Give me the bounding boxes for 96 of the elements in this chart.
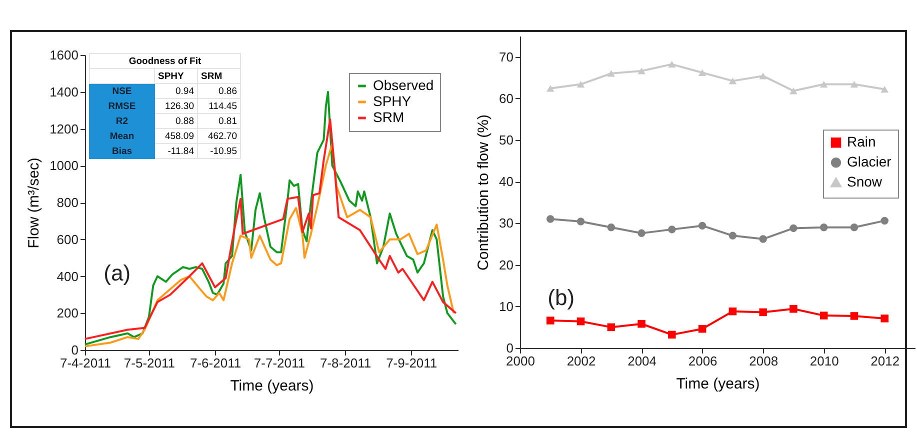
annotation: -11.84 bbox=[154, 144, 198, 158]
point bbox=[790, 88, 798, 94]
annotation: (b) bbox=[548, 285, 575, 310]
annotation: RMSE bbox=[90, 98, 154, 114]
y-tick-label: 400 bbox=[56, 268, 78, 284]
y-tick-label: 200 bbox=[56, 306, 78, 321]
point bbox=[607, 323, 616, 332]
y-tick-label: 70 bbox=[499, 49, 514, 64]
legend-label: Rain bbox=[847, 134, 876, 150]
point bbox=[820, 312, 828, 320]
point bbox=[880, 216, 888, 225]
point bbox=[638, 229, 646, 238]
annotation: (a) bbox=[104, 260, 131, 286]
annotation: 0.81 bbox=[198, 114, 240, 128]
legend-label: Glacier bbox=[847, 154, 892, 170]
point bbox=[759, 72, 767, 80]
annotation: NSE bbox=[90, 84, 154, 98]
point bbox=[728, 232, 737, 240]
x-axis-title: Time (years) bbox=[230, 378, 314, 394]
y-tick-label: 0 bbox=[71, 342, 78, 358]
legend-label: SPHY bbox=[373, 93, 412, 109]
annotation: 0.88 bbox=[154, 114, 198, 128]
point bbox=[728, 308, 737, 316]
x-tick-label: 7-5-2011 bbox=[124, 356, 175, 370]
point bbox=[790, 305, 798, 313]
x-tick-label: 7-8-2011 bbox=[320, 356, 372, 370]
point bbox=[728, 78, 737, 84]
annotation: R2 bbox=[90, 114, 154, 128]
annotation: -10.95 bbox=[198, 144, 240, 158]
point bbox=[759, 235, 767, 243]
y-tick-label: 600 bbox=[56, 232, 78, 247]
x-tick-label: 2012 bbox=[870, 354, 900, 368]
y-tick-label: 1400 bbox=[50, 84, 78, 100]
point bbox=[668, 226, 676, 234]
legend-label: Snow bbox=[847, 174, 883, 190]
annotation: 0.94 bbox=[154, 84, 198, 98]
point bbox=[576, 218, 585, 226]
point bbox=[668, 330, 676, 339]
point bbox=[576, 318, 585, 326]
annotation: Mean bbox=[90, 128, 154, 144]
x-tick-label: 7-9-2011 bbox=[386, 356, 438, 370]
point bbox=[638, 320, 646, 328]
y-tick-label: 0 bbox=[506, 340, 514, 356]
y-tick-label: 1000 bbox=[50, 158, 78, 174]
point bbox=[607, 70, 616, 77]
y-tick-label: 20 bbox=[499, 257, 514, 272]
point bbox=[820, 80, 828, 88]
x-tick-label: 7-6-2011 bbox=[190, 356, 242, 370]
y-tick-label: 30 bbox=[499, 216, 514, 231]
x-tick-label: 2008 bbox=[749, 354, 778, 368]
annotation: 126.30 bbox=[154, 98, 198, 114]
point bbox=[698, 69, 706, 76]
x-tick-label: 2002 bbox=[566, 354, 596, 368]
point bbox=[546, 85, 554, 92]
point bbox=[880, 314, 888, 322]
legend-label: SRM bbox=[373, 109, 404, 125]
annotation: Goodness of Fit bbox=[90, 54, 240, 68]
point bbox=[880, 86, 888, 93]
point bbox=[638, 68, 646, 74]
y-tick-label: 60 bbox=[499, 90, 514, 106]
y-tick-label: 1200 bbox=[50, 121, 78, 136]
annotation: SPHY bbox=[154, 68, 198, 84]
y-tick-label: 1600 bbox=[50, 48, 78, 62]
annotation: 114.45 bbox=[198, 98, 240, 114]
x-tick-label: 7-4-2011 bbox=[60, 356, 112, 370]
point bbox=[850, 80, 858, 88]
point bbox=[759, 308, 767, 316]
annotation: SRM bbox=[198, 68, 240, 84]
y-tick-label: 800 bbox=[56, 195, 78, 210]
point bbox=[850, 223, 858, 232]
annotation: 0.86 bbox=[198, 84, 240, 98]
y-tick-label: 40 bbox=[499, 174, 514, 190]
y-tick-label: 10 bbox=[499, 298, 514, 314]
point bbox=[546, 316, 554, 324]
x-tick-label: 2004 bbox=[628, 354, 656, 368]
x-tick-label: 7-7-2011 bbox=[254, 356, 305, 370]
point bbox=[790, 224, 798, 232]
point bbox=[698, 324, 706, 333]
point bbox=[668, 60, 676, 68]
point bbox=[820, 223, 828, 232]
point bbox=[546, 215, 554, 223]
y-axis-title: Flow (m³/sec) bbox=[26, 158, 43, 248]
point bbox=[607, 223, 616, 232]
legend-label: Observed bbox=[373, 77, 434, 93]
y-tick-label: 50 bbox=[499, 132, 514, 148]
point bbox=[698, 222, 706, 230]
point bbox=[576, 80, 585, 88]
point bbox=[850, 312, 858, 320]
annotation: Bias bbox=[90, 144, 154, 158]
x-tick-label: 2000 bbox=[506, 354, 535, 368]
annotation: 462.70 bbox=[198, 128, 240, 144]
x-tick-label: 2006 bbox=[688, 354, 718, 368]
y-axis-title: Contribution to flow (%) bbox=[475, 114, 492, 270]
annotation: 458.09 bbox=[154, 128, 198, 144]
x-tick-label: 2010 bbox=[810, 354, 839, 368]
x-axis-title: Time (years) bbox=[676, 376, 760, 392]
